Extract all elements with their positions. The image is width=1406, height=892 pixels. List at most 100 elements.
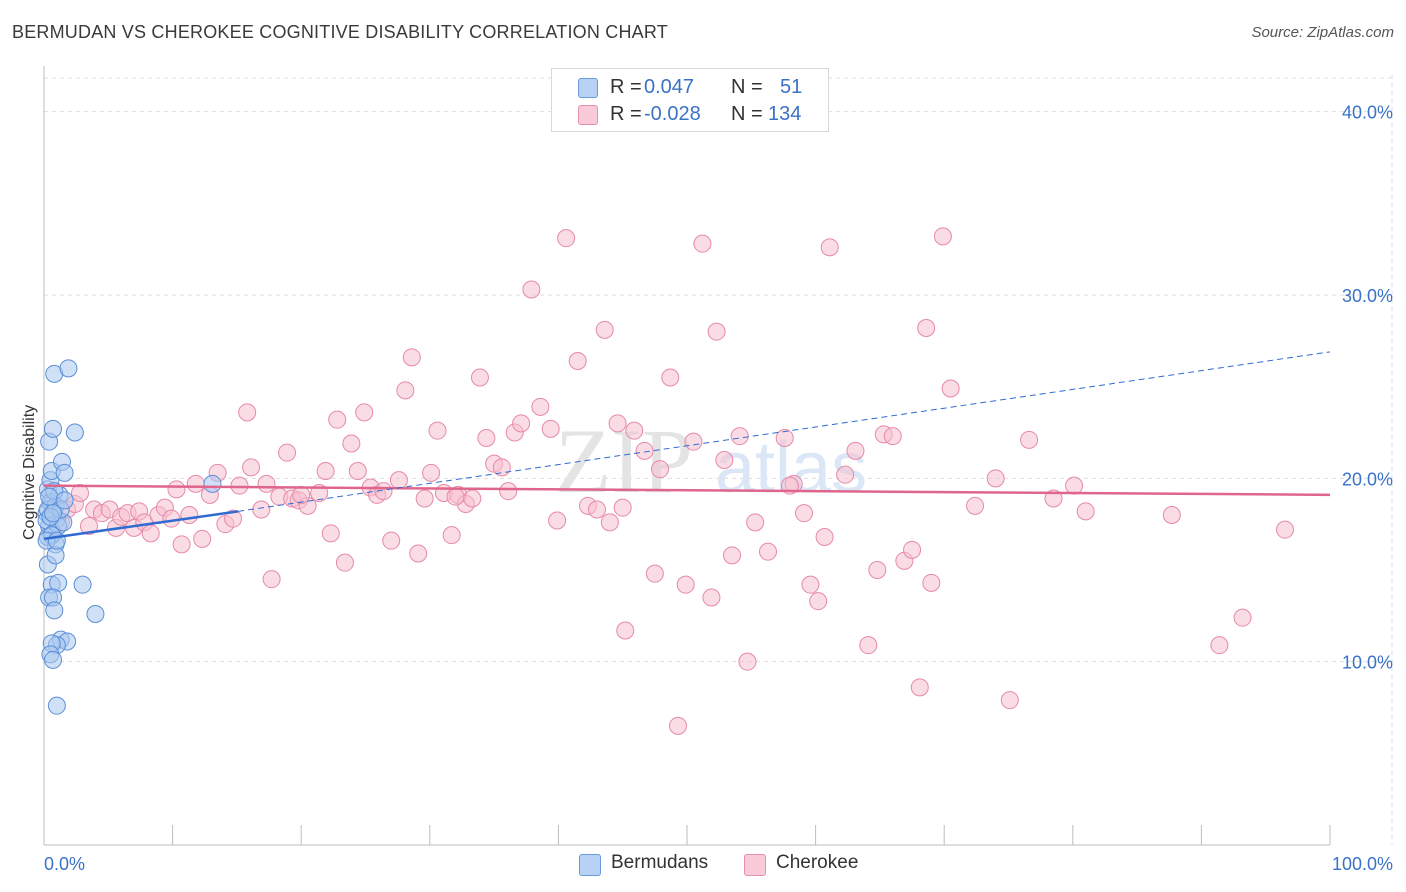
x-tick-label: 0.0% (44, 854, 85, 874)
bermudans-point (55, 463, 74, 482)
trend-lines (43, 351, 1331, 541)
cherokee-point (625, 421, 644, 440)
chart-title: BERMUDAN VS CHEROKEE COGNITIVE DISABILIT… (12, 22, 668, 42)
bermudans-point (86, 605, 105, 623)
cherokee-point (738, 652, 757, 671)
cherokee-point (595, 320, 614, 339)
cherokee-point (661, 368, 680, 387)
cherokee-point (141, 524, 160, 543)
cherokee-point (613, 498, 632, 517)
cherokee-point (422, 463, 441, 482)
tick-labels: 10.0% 20.0% 30.0% 40.0% 0.0% 100.0% (44, 103, 1393, 874)
cherokee-point (446, 487, 465, 506)
cherokee-point (531, 397, 550, 416)
cherokee-point (1076, 502, 1095, 521)
cherokee-point (668, 716, 687, 735)
cherokee-point (316, 462, 335, 480)
cherokee-point (941, 379, 960, 398)
cherokee-point (71, 484, 90, 502)
cherokee-point (396, 381, 415, 400)
cherokee-point (278, 443, 297, 462)
cherokee-point (1020, 430, 1039, 449)
bermudans-point (65, 423, 84, 442)
cherokee-point (986, 469, 1005, 488)
bermudans-swatch (578, 78, 598, 98)
cherokee-point (1162, 506, 1181, 524)
bermudans-point (47, 531, 66, 550)
cherokee-point (292, 485, 311, 504)
cherokee-point (600, 513, 619, 532)
cherokee-point (238, 403, 257, 422)
zipatlas-watermark: ZIP atlas (555, 410, 867, 512)
cherokee-point (321, 524, 340, 543)
series-legend: Bermudans Cherokee (0, 852, 1406, 876)
cherokee-point (382, 531, 401, 550)
cherokee-point (355, 403, 374, 422)
cherokee-point (335, 553, 354, 572)
n-label: N = (731, 103, 763, 125)
bermudans-point (44, 419, 63, 438)
n-value: 51 (780, 76, 803, 98)
cherokee-point (548, 511, 567, 530)
cherokee-point (172, 535, 191, 554)
cherokee-point (470, 368, 489, 387)
cherokee-point (257, 474, 276, 493)
cherokee-point (616, 621, 635, 640)
bermudans-point (59, 359, 78, 378)
r-value: 0.047 (644, 76, 695, 98)
bermudans-points (37, 359, 222, 715)
cherokee-point (910, 678, 929, 697)
bermudans-trendline (43, 510, 239, 541)
cherokee-point (262, 570, 281, 589)
cherokee-point (1065, 476, 1084, 495)
n-label: N = (731, 76, 763, 98)
cherokee-point (933, 227, 952, 246)
cherokee-point (409, 544, 428, 563)
bermudans-point (73, 575, 92, 594)
cherokee-point (1000, 691, 1019, 710)
r-label: R = (610, 76, 642, 98)
cherokee-point (442, 526, 461, 545)
cherokee-point (428, 421, 447, 440)
bermudans-point (40, 487, 59, 506)
cherokee-point (1044, 489, 1063, 508)
cherokee-point (1233, 608, 1252, 627)
cherokee-point (242, 458, 261, 477)
cherokee-swatch (744, 854, 766, 876)
bermudans-point (44, 650, 63, 669)
cherokee-point (723, 546, 742, 565)
cherokee-point (193, 529, 212, 548)
cherokee-point (224, 509, 243, 528)
cherokee-point (730, 427, 749, 446)
source-label: Source: ZipAtlas.com (1251, 24, 1394, 41)
bermudans-label: Bermudans (611, 852, 709, 873)
cherokee-label: Cherokee (776, 852, 859, 873)
y-tick-label: 20.0% (1342, 469, 1393, 489)
cherokee-point (809, 592, 828, 611)
cherokee-point (645, 564, 664, 583)
cherokee-point (693, 234, 712, 253)
cherokee-point (230, 476, 249, 495)
cherokee-point (541, 419, 560, 438)
axes (43, 66, 1331, 846)
n-value: 134 (768, 103, 802, 125)
cherokee-point (684, 432, 703, 451)
y-tick-label: 10.0% (1342, 653, 1393, 673)
cherokee-point (650, 460, 669, 479)
cherokee-point (568, 352, 587, 370)
cherokee-point (1210, 636, 1229, 655)
bermudans-point (203, 474, 222, 493)
cherokee-point (512, 414, 531, 433)
cherokee-point (795, 504, 814, 523)
cherokee-points (42, 227, 1294, 735)
cherokee-point (775, 429, 794, 447)
cherokee-point (587, 500, 606, 519)
y-axis-label: Cognitive Disability (21, 405, 38, 540)
y-tick-label: 30.0% (1342, 286, 1393, 306)
r-value: -0.028 (644, 103, 701, 125)
cherokee-point (702, 588, 721, 607)
cherokee-point (557, 229, 576, 248)
cherokee-point (342, 434, 361, 453)
x-tick-label: 100.0% (1332, 854, 1393, 874)
cherokee-point (815, 528, 834, 546)
